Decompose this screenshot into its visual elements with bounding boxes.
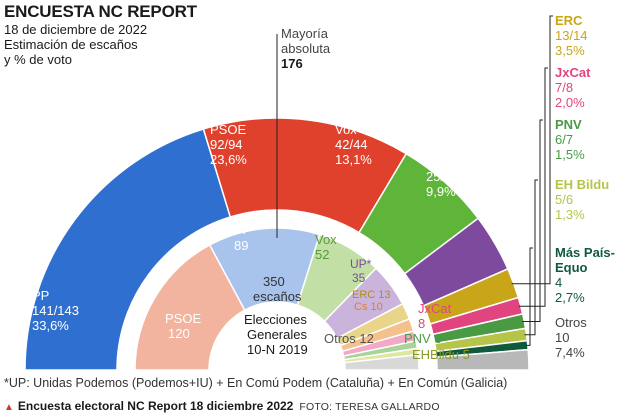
seats-pnv: 6/7 [555, 132, 573, 147]
label-psoe: PSOE [210, 122, 246, 137]
vote-pp: 33,6% [32, 318, 69, 333]
vote-vox: 13,1% [335, 152, 372, 167]
majority-label-2: absoluta [281, 41, 331, 56]
seats-m-s-pa-s-equo: 4 [555, 275, 562, 290]
majority-label-1: Mayoría [281, 26, 328, 41]
photo-credit: FOTO: TERESA GALLARDO [299, 401, 440, 413]
arc-pp [24, 128, 232, 371]
label-2019-pp: PP [234, 222, 251, 237]
leader-jxcat [518, 67, 548, 307]
seats-pp: 141/143 [32, 303, 79, 318]
center-seats-word: escaños [253, 289, 302, 304]
label-2019-erc: ERC 13 [352, 289, 391, 301]
vote-jxcat: 2,0% [555, 95, 585, 110]
leader-m-s-pa-s-equo [525, 247, 533, 346]
label-2019-ehbildu: EHBildu 5 [412, 347, 470, 362]
page-title: ENCUESTA NC REPORT [4, 2, 197, 21]
label-pp: PP [32, 288, 49, 303]
subtitle-line1: Estimación de escaños [4, 37, 138, 52]
vote-erc: 3,5% [555, 43, 585, 58]
subtitle-date: 18 de diciembre de 2022 [4, 22, 148, 37]
vote-otros: 7,4% [555, 345, 585, 360]
label-2019-jxcat: JxCat [418, 301, 452, 316]
center-seats-num: 350 [263, 274, 285, 289]
footnote: *UP: Unidas Podemos (Podemos+IU) + En Co… [4, 376, 508, 390]
label-2019-psoe: PSOE [165, 311, 201, 326]
seats-jxcat: 7/8 [555, 80, 573, 95]
label-eh-bildu: EH Bildu [555, 177, 609, 192]
seats-erc: 13/14 [555, 28, 588, 43]
seats-2019-up: 35 [352, 271, 366, 285]
leader-eh-bildu [524, 179, 538, 336]
label-otros: Otros [555, 315, 587, 330]
vote-pnv: 1,5% [555, 147, 585, 162]
seats-eh-bildu: 5/6 [555, 192, 573, 207]
source-main: Encuesta electoral NC Report 18 diciembr… [17, 399, 294, 413]
seats-psoe: 92/94 [210, 137, 243, 152]
majority-value: 176 [281, 56, 303, 71]
arc-otros [435, 348, 530, 371]
center-elections-1: Elecciones [244, 312, 307, 327]
label-m-s-pa-s-equo-2: Equo [555, 260, 588, 275]
label-up: UP [426, 154, 444, 169]
seats-otros: 10 [555, 330, 569, 345]
label-2019-otros: Otros 12 [324, 331, 374, 346]
label-2019-up: UP* [350, 257, 372, 271]
vote-up: 9,9% [426, 184, 456, 199]
seats-2019-psoe: 120 [168, 326, 190, 341]
vote-eh-bildu: 1,3% [555, 207, 585, 222]
seats-vox: 42/44 [335, 137, 368, 152]
seats-2019-pp: 89 [234, 238, 248, 253]
vote-psoe: 23,6% [210, 152, 247, 167]
seats-up: 25/27 [426, 169, 459, 184]
label-erc: ERC [555, 13, 583, 28]
source-line: ▲ Encuesta electoral NC Report 18 diciemb… [4, 399, 440, 413]
triangle-icon: ▲ [4, 402, 14, 413]
label-pnv: PNV [555, 117, 582, 132]
center-elections-2: Generales [247, 327, 307, 342]
label-m-s-pa-s-equo: Más País- [555, 245, 615, 260]
leader-pnv [522, 119, 543, 323]
label-2019-vox: Vox [315, 232, 337, 247]
label-jxcat: JxCat [555, 65, 591, 80]
subtitle-line2: y % de voto [4, 52, 72, 67]
seats-2019-vox: 52 [315, 247, 329, 262]
vote-m-s-pa-s-equo: 2,7% [555, 290, 585, 305]
arc-2019-otros [343, 353, 420, 371]
center-elections-3: 10-N 2019 [247, 342, 308, 357]
arc-2019-psoe [134, 243, 246, 371]
leader-erc [511, 15, 553, 285]
seats-2019-jxcat: 8 [418, 316, 425, 331]
label-vox: Vox [335, 122, 357, 137]
label-2019-pnv: PNV 6 [404, 331, 442, 346]
label-2019-cs: Cs 10 [354, 301, 383, 313]
